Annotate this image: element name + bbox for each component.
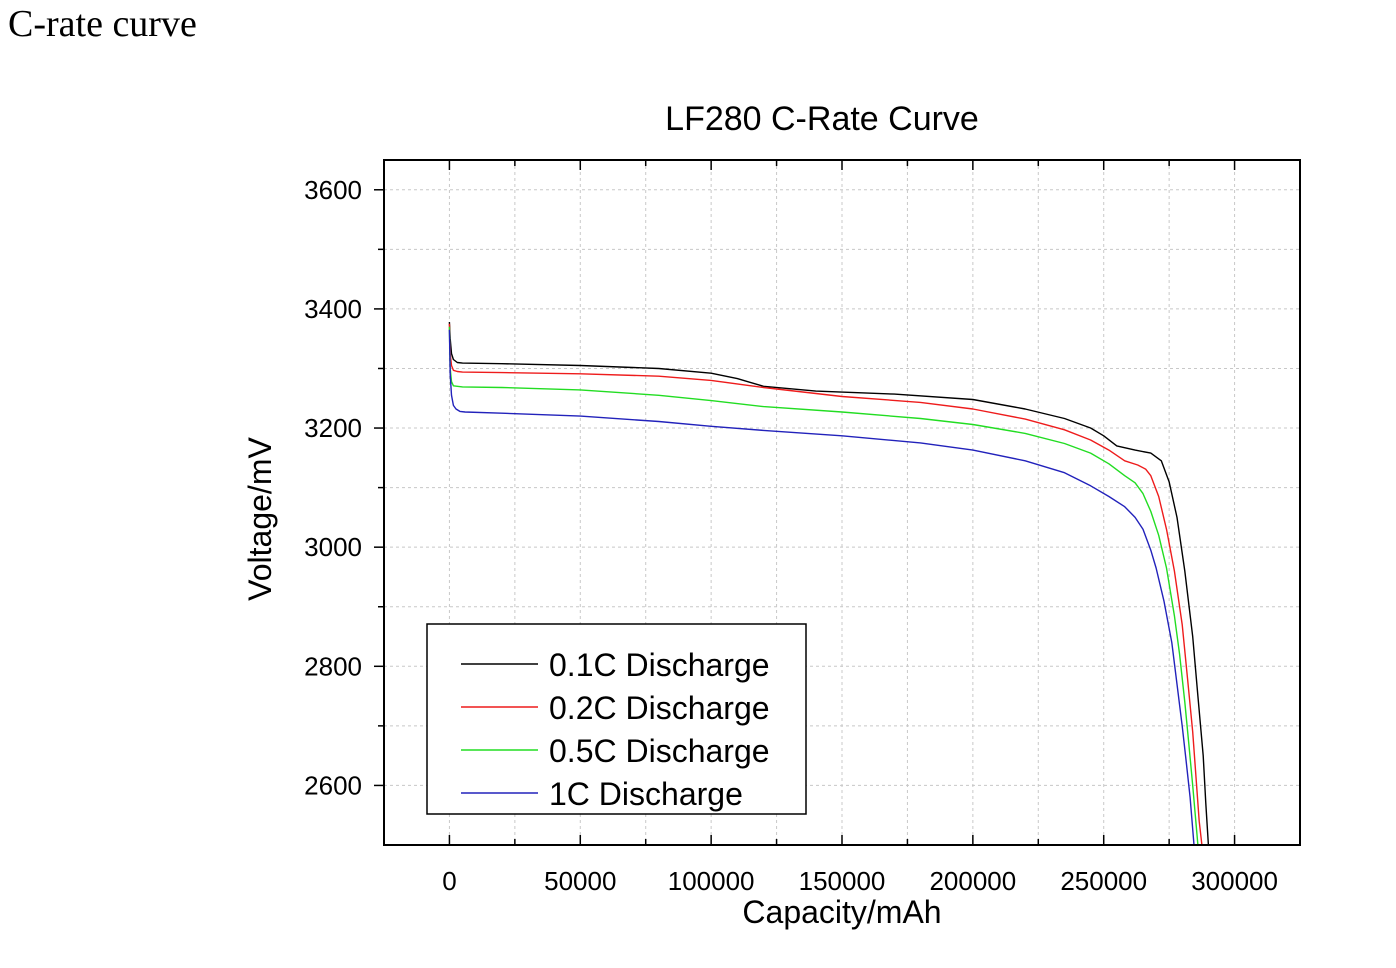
y-tick-label: 3000 — [304, 532, 362, 562]
x-tick-label: 100000 — [668, 866, 755, 896]
x-tick-label: 200000 — [929, 866, 1016, 896]
y-tick-label: 3200 — [304, 413, 362, 443]
x-axis-label: Capacity/mAh — [742, 894, 941, 930]
legend-label: 0.5C Discharge — [549, 733, 770, 769]
y-tick-label: 2800 — [304, 651, 362, 681]
series-line-0 — [448, 321, 1210, 845]
legend-label: 0.2C Discharge — [549, 690, 770, 726]
x-tick-label: 0 — [442, 866, 456, 896]
x-tick-labels: 0 50000 100000 150000 200000 250000 300000 — [442, 866, 1278, 896]
x-tick-label: 250000 — [1060, 866, 1147, 896]
axis-ticks — [374, 160, 1236, 845]
x-tick-label: 50000 — [544, 866, 616, 896]
legend-label: 0.1C Discharge — [549, 647, 770, 683]
document-heading: C-rate curve — [8, 3, 197, 45]
x-tick-label: 300000 — [1191, 866, 1278, 896]
x-tick-label: 150000 — [799, 866, 886, 896]
y-tick-label: 3400 — [304, 294, 362, 324]
series-line-2 — [448, 326, 1199, 845]
y-tick-label: 2600 — [304, 770, 362, 800]
legend-box — [426, 623, 807, 815]
grid-lines — [384, 160, 1300, 845]
series-lines — [448, 321, 1210, 845]
series-line-3 — [448, 329, 1195, 845]
y-tick-label: 3600 — [304, 175, 362, 205]
legend-label: 1C Discharge — [549, 776, 743, 812]
legend: 0.1C Discharge 0.2C Discharge 0.5C Dischar… — [426, 623, 807, 815]
y-tick-labels: 2600 2800 3000 3200 3400 3600 — [304, 175, 362, 801]
chart-title: LF280 C-Rate Curve — [665, 100, 979, 138]
y-axis-label: Voltage/mV — [242, 437, 278, 601]
series-line-1 — [448, 323, 1203, 845]
